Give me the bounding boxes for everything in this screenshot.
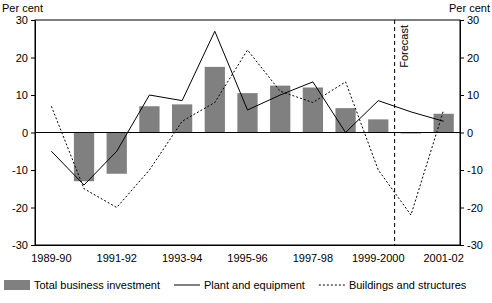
- tick: -30: [460, 239, 483, 251]
- tick-mark: [31, 245, 35, 246]
- tick: 1989-90: [31, 245, 71, 264]
- tick-label: 0: [467, 127, 473, 139]
- tick-label: 20: [467, 52, 479, 64]
- plot-frame: [35, 20, 460, 245]
- tick: 30: [16, 14, 35, 26]
- plot-area: [51, 31, 453, 215]
- chart: -30-20-100102030-30-20-1001020301989-901…: [0, 0, 492, 303]
- legend-label: Plant and equipment: [204, 279, 305, 291]
- tick: -30: [12, 239, 35, 251]
- bar: [172, 104, 192, 132]
- tick-label: 10: [16, 89, 28, 101]
- tick-mark: [460, 58, 464, 59]
- tick-mark: [460, 170, 464, 171]
- tick: 20: [16, 52, 35, 64]
- axis-title: Per cent: [449, 2, 490, 14]
- bar: [237, 93, 257, 132]
- tick-label: -20: [12, 202, 28, 214]
- tick-mark: [31, 170, 35, 171]
- legend-swatch: [4, 280, 30, 290]
- tick-label: -10: [12, 164, 28, 176]
- bar: [205, 67, 225, 133]
- legend-swatch: [319, 285, 345, 286]
- legend-item: Buildings and structures: [319, 279, 467, 291]
- legend-label: Total business investment: [34, 279, 160, 291]
- tick-mark: [460, 245, 464, 246]
- tick: -20: [460, 202, 483, 214]
- zero-line: [35, 132, 460, 133]
- tick: 1999-2000: [352, 245, 405, 264]
- legend-swatch: [174, 285, 200, 286]
- tick: -10: [460, 164, 483, 176]
- tick-mark: [460, 20, 464, 21]
- tick-label: 30: [467, 14, 479, 26]
- tick-mark: [460, 95, 464, 96]
- tick-label: -20: [467, 202, 483, 214]
- legend-item: Plant and equipment: [174, 279, 305, 291]
- legend-label: Buildings and structures: [349, 279, 467, 291]
- forecast-line: [394, 20, 395, 245]
- tick: 1991-92: [97, 245, 137, 264]
- tick: 10: [460, 89, 479, 101]
- tick-mark: [31, 208, 35, 209]
- line: [51, 31, 443, 185]
- tick: 1995-96: [227, 245, 267, 264]
- tick-label: -30: [467, 239, 483, 251]
- tick-mark: [31, 133, 35, 134]
- bar: [139, 106, 159, 132]
- bar: [74, 133, 94, 182]
- bar: [335, 108, 355, 132]
- tick-label: 2001-02: [423, 252, 463, 264]
- bar: [368, 119, 388, 132]
- tick-label: 1999-2000: [352, 252, 405, 264]
- tick-label: 30: [16, 14, 28, 26]
- tick-mark: [31, 20, 35, 21]
- tick: -10: [12, 164, 35, 176]
- tick-label: 10: [467, 89, 479, 101]
- tick-label: 1995-96: [227, 252, 267, 264]
- axis-title: Per cent: [2, 2, 43, 14]
- tick-mark: [31, 58, 35, 59]
- tick-label: -10: [467, 164, 483, 176]
- tick: 0: [22, 127, 35, 139]
- axis-line: [31, 21, 36, 246]
- axis-line: [461, 21, 465, 246]
- tick-label: 20: [16, 52, 28, 64]
- tick-label: 1997-98: [293, 252, 333, 264]
- axis-line: [36, 245, 461, 246]
- tick-mark: [31, 95, 35, 96]
- tick: 2001-02: [423, 245, 463, 264]
- y2-axis: -30 -20 -10 0 10 20 30: [460, 14, 483, 251]
- tick: 1993-94: [162, 245, 202, 264]
- y-axis: -30 -20 -10 0 10 20 30: [12, 14, 35, 251]
- x-axis: 1989-90 1991-92 1993-94 1995-96 1997-98 1999-…: [31, 245, 464, 264]
- tick: 10: [16, 89, 35, 101]
- tick: 20: [460, 52, 479, 64]
- tick-label: 0: [22, 127, 28, 139]
- tick: 1997-98: [293, 245, 333, 264]
- bar: [303, 88, 323, 133]
- tick-label: 1991-92: [97, 252, 137, 264]
- tick-mark: [460, 133, 464, 134]
- tick-label: 1993-94: [162, 252, 202, 264]
- tick: 0: [460, 127, 473, 139]
- legend: Total business investment Plant and equip…: [4, 279, 467, 291]
- tick-label: 1989-90: [31, 252, 71, 264]
- tick: 30: [460, 14, 479, 26]
- tick: -20: [12, 202, 35, 214]
- annotation: Forecast: [398, 25, 410, 68]
- tick-label: -30: [12, 239, 28, 251]
- legend-item: Total business investment: [4, 279, 160, 291]
- tick-mark: [460, 208, 464, 209]
- bar: [434, 114, 454, 133]
